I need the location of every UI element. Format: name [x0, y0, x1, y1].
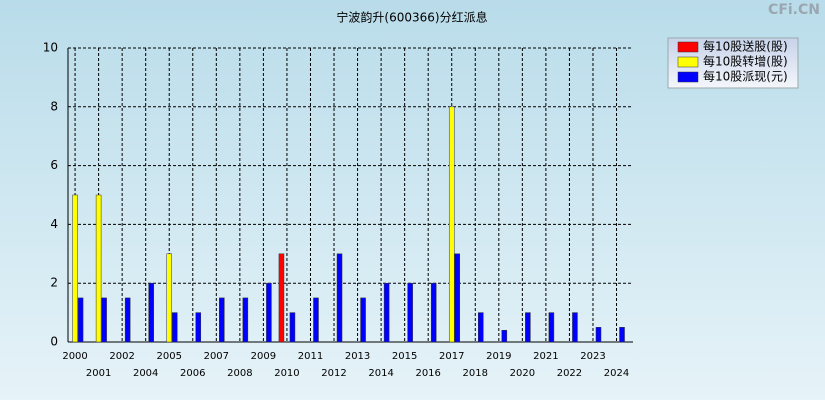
bar [407, 282, 413, 343]
x-tick-label: 2015 [392, 351, 417, 362]
bar [525, 312, 531, 343]
bar [242, 297, 249, 343]
bar [336, 253, 343, 343]
x-tick-label: 2004 [133, 368, 158, 379]
bar [454, 253, 460, 343]
bar [383, 282, 390, 343]
x-tick-label: 2005 [157, 351, 182, 362]
bar [171, 312, 178, 343]
x-tick-label: 2002 [109, 351, 134, 362]
x-tick-label: 2012 [321, 368, 346, 379]
bar [166, 253, 172, 343]
x-tick-label: 2023 [580, 351, 605, 362]
chart-title: 宁波韵升(600366)分红派息 [336, 10, 487, 25]
bar [219, 297, 225, 343]
y-tick-label: 10 [43, 41, 58, 55]
bar [124, 297, 131, 343]
x-tick-label: 2021 [533, 351, 558, 362]
x-tick-label: 2010 [274, 368, 299, 379]
x-tick-label: 2024 [604, 368, 629, 379]
bar [619, 327, 625, 343]
x-tick-label: 2018 [463, 368, 488, 379]
watermark: CFi.CN [768, 2, 820, 18]
bar [478, 312, 484, 343]
y-tick-label: 2 [50, 276, 58, 290]
x-tick-label: 2000 [62, 351, 87, 362]
bar [448, 106, 455, 343]
bar [360, 297, 366, 343]
bar [148, 282, 154, 343]
bar [289, 312, 296, 343]
x-tick-label: 2019 [486, 351, 511, 362]
x-tick-label: 2008 [227, 368, 252, 379]
legend-swatch [677, 56, 699, 68]
legend-label: 每10股派现(元) [703, 69, 788, 84]
x-tick-label: 2007 [204, 351, 229, 362]
y-tick-label: 0 [50, 335, 58, 349]
bar [278, 253, 285, 343]
bar [195, 312, 202, 343]
legend-swatch [677, 71, 699, 83]
bar [77, 297, 84, 343]
bar [572, 312, 578, 343]
x-tick-label: 2014 [368, 368, 393, 379]
x-tick-label: 2017 [439, 351, 464, 362]
x-tick-label: 2011 [298, 351, 323, 362]
bar [595, 327, 602, 343]
bar [95, 194, 102, 343]
x-tick-label: 2020 [510, 368, 535, 379]
y-tick-label: 6 [50, 158, 58, 172]
y-tick-label: 4 [50, 217, 58, 231]
y-tick-label: 8 [50, 99, 58, 113]
bar [101, 297, 107, 343]
x-tick-label: 2009 [251, 351, 276, 362]
bar [430, 282, 437, 343]
bar [72, 194, 78, 343]
bar [313, 297, 319, 343]
legend-label: 每10股转增(股) [703, 54, 788, 69]
bar [501, 329, 508, 343]
x-tick-label: 2022 [557, 368, 582, 379]
legend-swatch [677, 41, 699, 53]
bar [266, 282, 272, 343]
x-tick-label: 2016 [415, 368, 440, 379]
bar [548, 312, 555, 343]
x-tick-label: 2013 [345, 351, 370, 362]
x-tick-label: 2001 [86, 368, 111, 379]
legend-label: 每10股送股(股) [703, 39, 788, 54]
x-tick-label: 2006 [180, 368, 205, 379]
